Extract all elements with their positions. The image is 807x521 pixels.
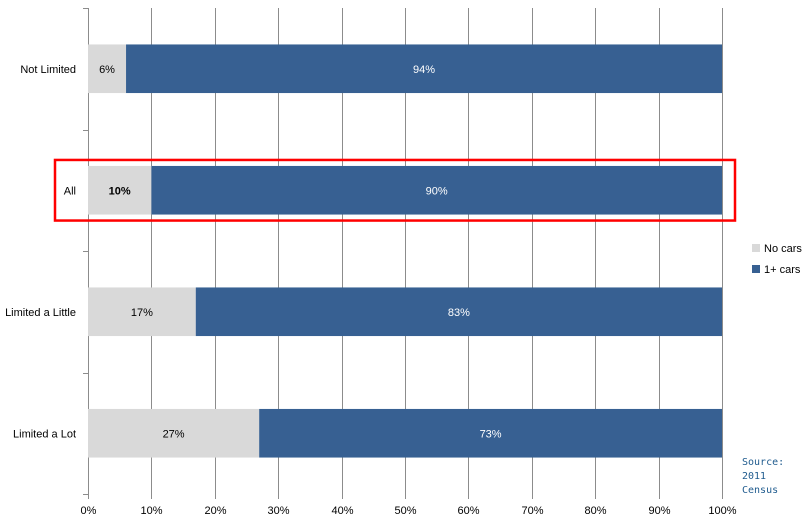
source-line-2: 2011 bbox=[742, 471, 767, 482]
legend-label: 1+ cars bbox=[764, 264, 801, 276]
category-label: Not Limited bbox=[20, 64, 76, 76]
category-label: Limited a Little bbox=[5, 307, 76, 319]
legend-label: No cars bbox=[764, 243, 802, 255]
source-line-3: Census bbox=[742, 485, 779, 496]
legend-swatch bbox=[752, 244, 760, 252]
x-tick-label: 90% bbox=[648, 505, 670, 517]
bar-no-cars-not-limited bbox=[88, 44, 127, 94]
data-label: 73% bbox=[480, 428, 502, 440]
bar-cars-limited-a-lot bbox=[259, 408, 722, 458]
x-tick-label: 80% bbox=[584, 505, 606, 517]
data-label: 83% bbox=[448, 307, 470, 319]
x-tick-label: 70% bbox=[521, 505, 543, 517]
bar-cars-all bbox=[151, 165, 722, 215]
bar-no-cars-all bbox=[88, 165, 152, 215]
x-tick-label: 0% bbox=[81, 505, 97, 517]
x-tick-label: 10% bbox=[140, 505, 162, 517]
highlight-rectangle bbox=[53, 158, 737, 222]
bar-no-cars-limited-a-little bbox=[88, 287, 196, 337]
x-tick-label: 50% bbox=[394, 505, 416, 517]
source-line-1: Source: bbox=[742, 457, 785, 468]
bars bbox=[88, 44, 723, 458]
data-label: 27% bbox=[163, 428, 185, 440]
x-tick-label: 100% bbox=[708, 505, 736, 517]
category-label: Limited a Lot bbox=[13, 428, 76, 440]
bar-cars-limited-a-little bbox=[195, 287, 722, 337]
x-tick-label: 30% bbox=[267, 505, 289, 517]
x-tick-label: 40% bbox=[331, 505, 353, 517]
highlight-box bbox=[53, 158, 737, 222]
bar-cars-not-limited bbox=[126, 44, 723, 94]
data-label: 10% bbox=[109, 185, 131, 197]
source-note: Source: 2011 Census bbox=[742, 456, 802, 498]
legend: No cars 1+ cars bbox=[752, 243, 802, 276]
data-label: 17% bbox=[131, 307, 153, 319]
x-tick-label: 20% bbox=[204, 505, 226, 517]
labels: 0% 10% 20% 30% 40% 50% 60% 70% 80% 90% 100% 6% 94% No… bbox=[5, 64, 737, 517]
data-label: 90% bbox=[426, 185, 448, 197]
category-label: All bbox=[64, 185, 76, 197]
bar-no-cars-limited-a-lot bbox=[88, 408, 260, 458]
x-tick-label: 60% bbox=[457, 505, 479, 517]
data-label: 94% bbox=[413, 64, 435, 76]
data-label: 6% bbox=[99, 64, 115, 76]
legend-swatch bbox=[752, 265, 760, 273]
